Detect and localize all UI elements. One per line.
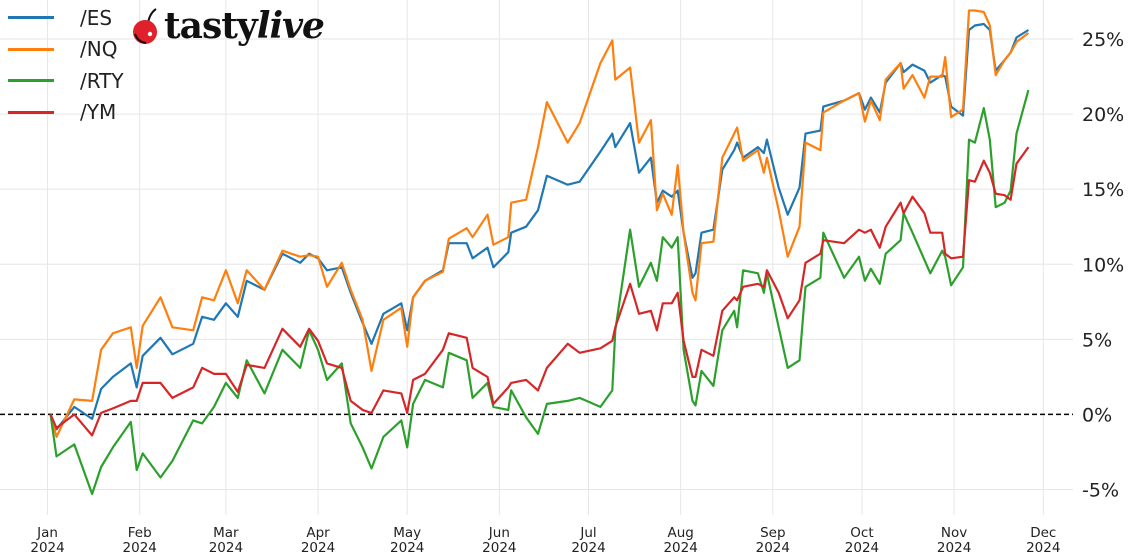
- x-axis: Jan2024Feb2024Mar2024Apr2024May2024Jun20…: [30, 525, 1060, 556]
- y-tick-label: 20%: [1082, 104, 1124, 126]
- legend: /ES /NQ /RTY /YM: [8, 2, 124, 128]
- x-tick-label: Jan: [36, 525, 58, 541]
- x-tick-label: May: [393, 525, 421, 541]
- legend-swatch: [8, 16, 54, 20]
- x-tick-label: 2024: [301, 540, 335, 556]
- x-tick-label: Dec: [1030, 525, 1056, 541]
- y-tick-label: -5%: [1082, 479, 1119, 501]
- x-tick-label: 2024: [30, 540, 64, 556]
- x-tick-label: 2024: [663, 540, 697, 556]
- tastylive-logo: tastylive: [130, 5, 325, 47]
- x-tick-label: 2024: [756, 540, 790, 556]
- series-line-ym: [49, 146, 1030, 437]
- legend-item-es: /ES: [8, 2, 124, 34]
- x-tick-label: 2024: [390, 540, 424, 556]
- legend-item-nq: /NQ: [8, 34, 124, 66]
- legend-label: /YM: [80, 100, 117, 125]
- grid: [0, 0, 1073, 515]
- x-tick-label: Mar: [213, 525, 239, 541]
- x-tick-label: Sep: [760, 525, 785, 541]
- logo-text: tastylive: [164, 5, 325, 47]
- x-tick-label: 2024: [1026, 540, 1060, 556]
- legend-swatch: [8, 79, 54, 83]
- series-line-es: [49, 22, 1029, 431]
- x-tick-label: 2024: [482, 540, 516, 556]
- legend-item-rty: /RTY: [8, 65, 124, 97]
- legend-label: /RTY: [80, 68, 124, 93]
- y-tick-label: 10%: [1082, 254, 1124, 276]
- x-tick-label: Jul: [579, 525, 596, 541]
- x-tick-label: Oct: [850, 525, 873, 541]
- x-tick-label: 2024: [845, 540, 879, 556]
- legend-label: /NQ: [80, 37, 118, 62]
- legend-swatch: [8, 47, 54, 51]
- legend-item-ym: /YM: [8, 97, 124, 129]
- x-tick-label: Apr: [306, 525, 330, 541]
- series-lines: [49, 9, 1030, 496]
- cherry-icon: [133, 8, 157, 44]
- y-axis: -5% 0% 5% 10% 15% 20% 25%: [1082, 29, 1124, 501]
- x-tick-label: 2024: [571, 540, 605, 556]
- y-tick-label: 25%: [1082, 29, 1124, 51]
- legend-label: /ES: [80, 5, 113, 30]
- x-tick-label: Jun: [488, 525, 510, 541]
- legend-swatch: [8, 110, 54, 114]
- x-tick-label: Feb: [128, 525, 152, 541]
- x-tick-label: 2024: [209, 540, 243, 556]
- x-tick-label: 2024: [937, 540, 971, 556]
- y-tick-label: 0%: [1082, 404, 1112, 426]
- x-tick-label: Aug: [667, 525, 693, 541]
- series-line-rty: [49, 89, 1030, 496]
- series-line-nq: [49, 9, 1030, 438]
- y-tick-label: 5%: [1082, 329, 1112, 351]
- x-tick-label: Nov: [941, 525, 967, 541]
- y-tick-label: 15%: [1082, 179, 1124, 201]
- x-tick-label: 2024: [123, 540, 157, 556]
